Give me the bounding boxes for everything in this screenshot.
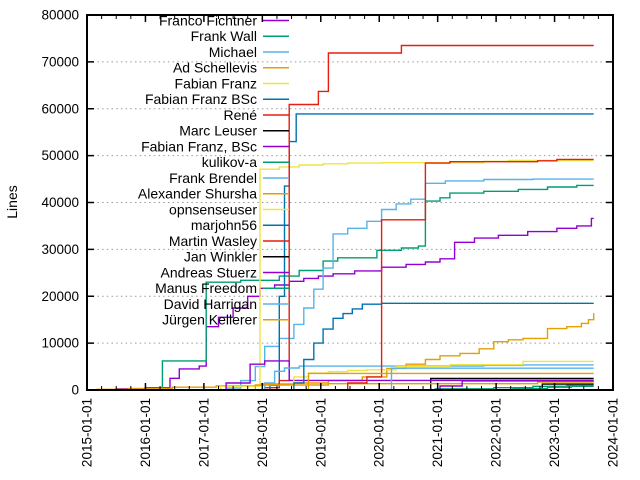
y-tick-label-20000: 20000 <box>41 289 79 304</box>
x-tick-label-2016-01-01: 2016-01-01 <box>138 398 153 467</box>
legend-item-michael: Michael <box>209 44 289 60</box>
legend-item-franco-fichtner: Franco Fichtner <box>159 12 289 28</box>
legend-item-david-harrigan: David Harrigan <box>164 296 289 312</box>
series-fabian-franz-bsc <box>87 113 594 391</box>
legend-item-manus-freedom: Manus Freedom <box>155 280 289 296</box>
x-tick-label-2024-01-01: 2024-01-01 <box>606 398 621 467</box>
legend-item-marc-leuser: Marc Leuser <box>179 123 289 139</box>
legend-label-kulikov-a: kulikov-a <box>202 154 257 170</box>
series-frank-wall <box>87 184 594 391</box>
axes <box>86 14 614 391</box>
y-tick-label-0: 0 <box>71 383 79 398</box>
legend-label-david-harrigan: David Harrigan <box>164 296 257 312</box>
legend-item-jan-winkler: Jan Winkler <box>184 249 289 265</box>
y-tick-label-10000: 10000 <box>41 336 79 351</box>
legend-label-manus-freedom: Manus Freedom <box>155 280 257 296</box>
x-tick-label-2021-01-01: 2021-01-01 <box>430 398 445 467</box>
legend-label-j-rgen-kellerer: Jürgen Kellerer <box>162 312 257 328</box>
legend-label-ad-schellevis: Ad Schellevis <box>173 60 257 76</box>
series-ren <box>87 44 594 391</box>
x-tick-label-2023-01-01: 2023-01-01 <box>547 398 562 467</box>
series-marjohn56 <box>87 302 594 391</box>
legend-label-fabian-franz: Fabian Franz <box>175 75 257 91</box>
legend-label-frank-brendel: Frank Brendel <box>169 170 257 186</box>
series-fabian-franz-bsc <box>87 360 594 391</box>
legend-label-michael: Michael <box>209 44 257 60</box>
y-tick-label-50000: 50000 <box>41 148 79 163</box>
legend-item-marjohn56: marjohn56 <box>191 217 289 233</box>
legend-item-ren: René <box>224 107 289 123</box>
y-axis-title: Lines <box>4 185 20 218</box>
legend-label-alexander-shursha: Alexander Shursha <box>138 186 257 202</box>
series-ad-schellevis <box>87 313 595 391</box>
series-opnsenseuser <box>87 360 594 391</box>
legend-item-fabian-franz-bsc: Fabian Franz BSc <box>145 91 289 107</box>
legend-label-ren: René <box>224 107 258 123</box>
series-franco-fichtner <box>87 217 594 391</box>
legend-label-marjohn56: marjohn56 <box>191 217 257 233</box>
legend-label-jan-winkler: Jan Winkler <box>184 249 257 265</box>
legend-item-j-rgen-kellerer: Jürgen Kellerer <box>162 312 289 328</box>
legend-item-frank-wall: Frank Wall <box>191 28 289 44</box>
legend-item-fabian-franz: Fabian Franz <box>175 75 289 91</box>
y-tick-label-60000: 60000 <box>41 101 79 116</box>
legend-item-opnsenseuser: opnsenseuser <box>169 201 289 217</box>
legend-item-fabian-franz-bsc: Fabian Franz, BSc <box>141 138 289 154</box>
y-tick-label-80000: 80000 <box>41 8 79 23</box>
legend-item-alexander-shursha: Alexander Shursha <box>138 186 289 202</box>
y-tick-label-70000: 70000 <box>41 54 79 69</box>
legend-label-frank-wall: Frank Wall <box>191 28 257 44</box>
legend-label-franco-fichtner: Franco Fichtner <box>159 12 257 28</box>
x-tick-label-2022-01-01: 2022-01-01 <box>489 398 504 467</box>
legend-item-kulikov-a: kulikov-a <box>202 154 289 170</box>
x-tick-label-2015-01-01: 2015-01-01 <box>80 398 95 467</box>
y-tick-label-30000: 30000 <box>41 242 79 257</box>
x-tick-label-2018-01-01: 2018-01-01 <box>255 398 270 467</box>
legend-label-andreas-stuerz: Andreas Stuerz <box>161 264 258 280</box>
legend-label-fabian-franz-bsc: Fabian Franz BSc <box>145 91 257 107</box>
series-martin-wasley <box>87 158 594 391</box>
x-tick-label-2019-01-01: 2019-01-01 <box>313 398 328 467</box>
legend-item-frank-brendel: Frank Brendel <box>169 170 289 186</box>
x-tick-label-2017-01-01: 2017-01-01 <box>196 398 211 467</box>
legend-item-ad-schellevis: Ad Schellevis <box>173 60 289 76</box>
legend-label-fabian-franz-bsc: Fabian Franz, BSc <box>141 138 257 154</box>
y-tick-label-40000: 40000 <box>41 195 79 210</box>
legend-item-andreas-stuerz: Andreas Stuerz <box>161 264 289 280</box>
legend-label-marc-leuser: Marc Leuser <box>179 123 257 139</box>
tick-labels: 0 10000 20000 30000 40000 50000 60000 70000 8000… <box>41 8 620 468</box>
plot-border <box>86 14 614 391</box>
legend-label-opnsenseuser: opnsenseuser <box>169 201 257 217</box>
legend-item-martin-wasley: Martin Wasley <box>169 233 289 249</box>
x-tick-label-2020-01-01: 2020-01-01 <box>372 398 387 467</box>
legend-label-martin-wasley: Martin Wasley <box>169 233 257 249</box>
